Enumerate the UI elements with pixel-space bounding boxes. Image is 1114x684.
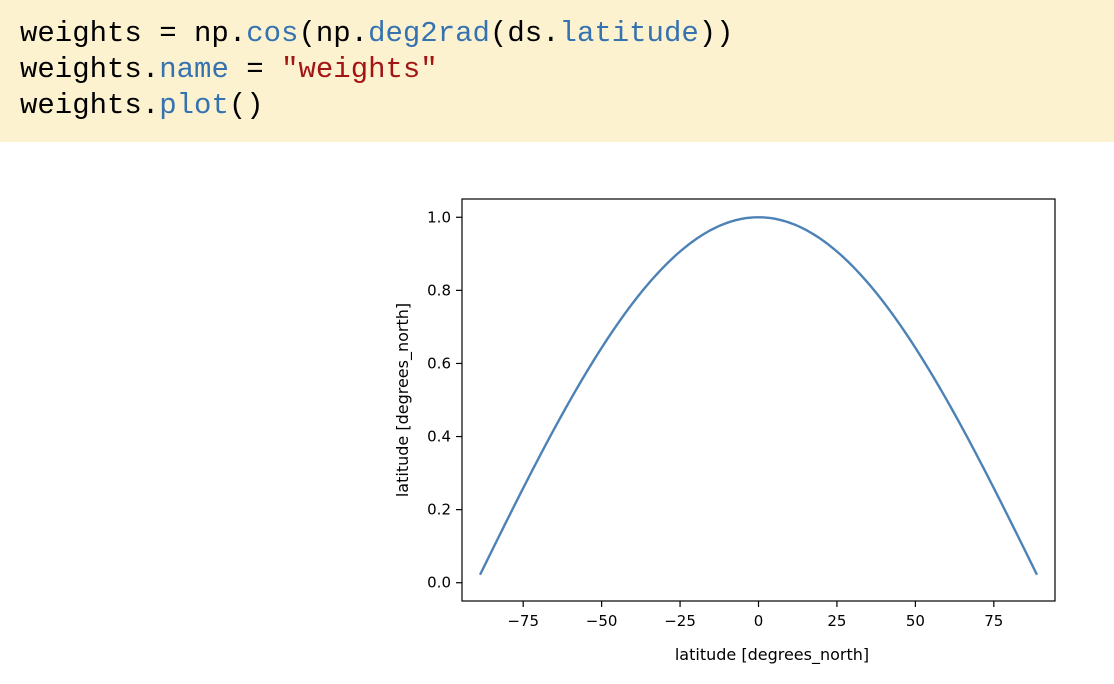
code-token: name <box>159 53 229 86</box>
y-tick-label: 0.6 <box>427 354 451 372</box>
code-line: weights.name = "weights" <box>20 52 1114 88</box>
x-axis-label: latitude [degrees_north] <box>675 645 869 665</box>
code-token: (ds. <box>490 17 560 50</box>
y-axis-label: latitude [degrees_north] <box>393 303 413 497</box>
code-cell[interactable]: weights = np.cos(np.deg2rad(ds.latitude)… <box>0 0 1114 142</box>
code-token: )) <box>699 17 734 50</box>
code-token: "weights" <box>281 53 438 86</box>
code-token: () <box>229 89 264 122</box>
x-tick-label: −25 <box>664 612 696 630</box>
cell-output: −75 −50 −25 0 25 50 75 0.0 0.2 0.4 0.6 0.8 1.0 lati… <box>0 142 1114 680</box>
y-tick-label: 0.2 <box>427 501 451 519</box>
code-token: cos <box>246 17 298 50</box>
code-line: weights.plot() <box>20 88 1114 124</box>
x-tick-label: −50 <box>586 612 618 630</box>
series-line <box>480 217 1037 574</box>
y-tick-label: 0.8 <box>427 281 451 299</box>
x-tick-label: −75 <box>507 612 539 630</box>
y-tick-label: 0.0 <box>427 574 451 592</box>
y-tick-label: 0.4 <box>427 428 451 446</box>
code-token: weights. <box>20 89 159 122</box>
code-token: weights. <box>20 53 159 86</box>
code-line: weights = np.cos(np.deg2rad(ds.latitude)… <box>20 16 1114 52</box>
line-chart: −75 −50 −25 0 25 50 75 0.0 0.2 0.4 0.6 0.8 1.0 lati… <box>0 142 1114 680</box>
code-token: (np. <box>298 17 368 50</box>
code-token: plot <box>159 89 229 122</box>
data-points <box>480 217 1037 574</box>
x-tick-label: 25 <box>827 612 846 630</box>
y-tick-label: 1.0 <box>427 208 451 226</box>
x-axis: −75 −50 −25 0 25 50 75 <box>507 601 1003 630</box>
code-token: weights = np. <box>20 17 246 50</box>
x-tick-label: 75 <box>984 612 1003 630</box>
plot-frame <box>462 199 1055 601</box>
y-axis: 0.0 0.2 0.4 0.6 0.8 1.0 <box>427 208 462 591</box>
code-token: deg2rad <box>368 17 490 50</box>
x-tick-label: 0 <box>754 612 764 630</box>
x-tick-label: 50 <box>906 612 925 630</box>
code-token: latitude <box>560 17 699 50</box>
code-token: = <box>229 53 281 86</box>
